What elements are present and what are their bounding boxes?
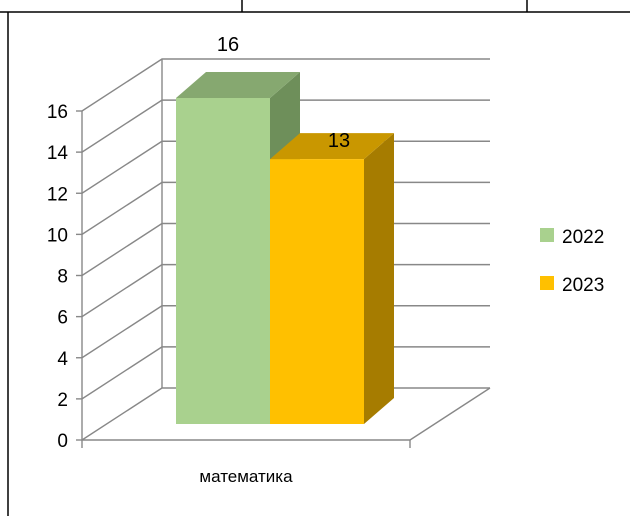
legend-label-2023: 2023 (562, 275, 604, 296)
y-tick-label-16: 16 (47, 102, 68, 123)
category-label-0: математика (199, 467, 293, 486)
y-tick-label-14: 14 (47, 143, 69, 164)
y-tick-label-2: 2 (57, 390, 68, 411)
y-tick-label-6: 6 (57, 308, 68, 329)
bar-front-2023 (270, 159, 364, 424)
legend-swatch-2023 (540, 276, 554, 290)
bar-top-2022 (176, 72, 300, 98)
gridline-16 (81, 58, 490, 112)
y-tick-label-8: 8 (57, 267, 68, 288)
legend-label-2022: 2022 (562, 227, 604, 248)
data-label-2022: 16 (217, 34, 239, 56)
x-axis-categories: математика (199, 467, 293, 486)
legend: 2022 2023 (540, 227, 604, 296)
bar-2023 (270, 133, 394, 424)
y-tick-label-10: 10 (47, 225, 68, 246)
bars (176, 72, 394, 424)
bar-top-2023 (270, 133, 394, 160)
bar-2022 (176, 72, 300, 424)
y-tick-label-4: 4 (57, 349, 68, 370)
y-tick-label-12: 12 (47, 184, 68, 205)
bar-side-2023 (364, 133, 394, 424)
gridline-14 (81, 99, 490, 153)
legend-swatch-2022 (540, 228, 554, 242)
y-tick-label-0: 0 (57, 431, 68, 452)
bar-front-2022 (176, 98, 270, 424)
y-axis-ticks: 0 2 4 6 8 10 12 14 16 (47, 102, 82, 452)
data-label-2023: 13 (328, 130, 350, 152)
